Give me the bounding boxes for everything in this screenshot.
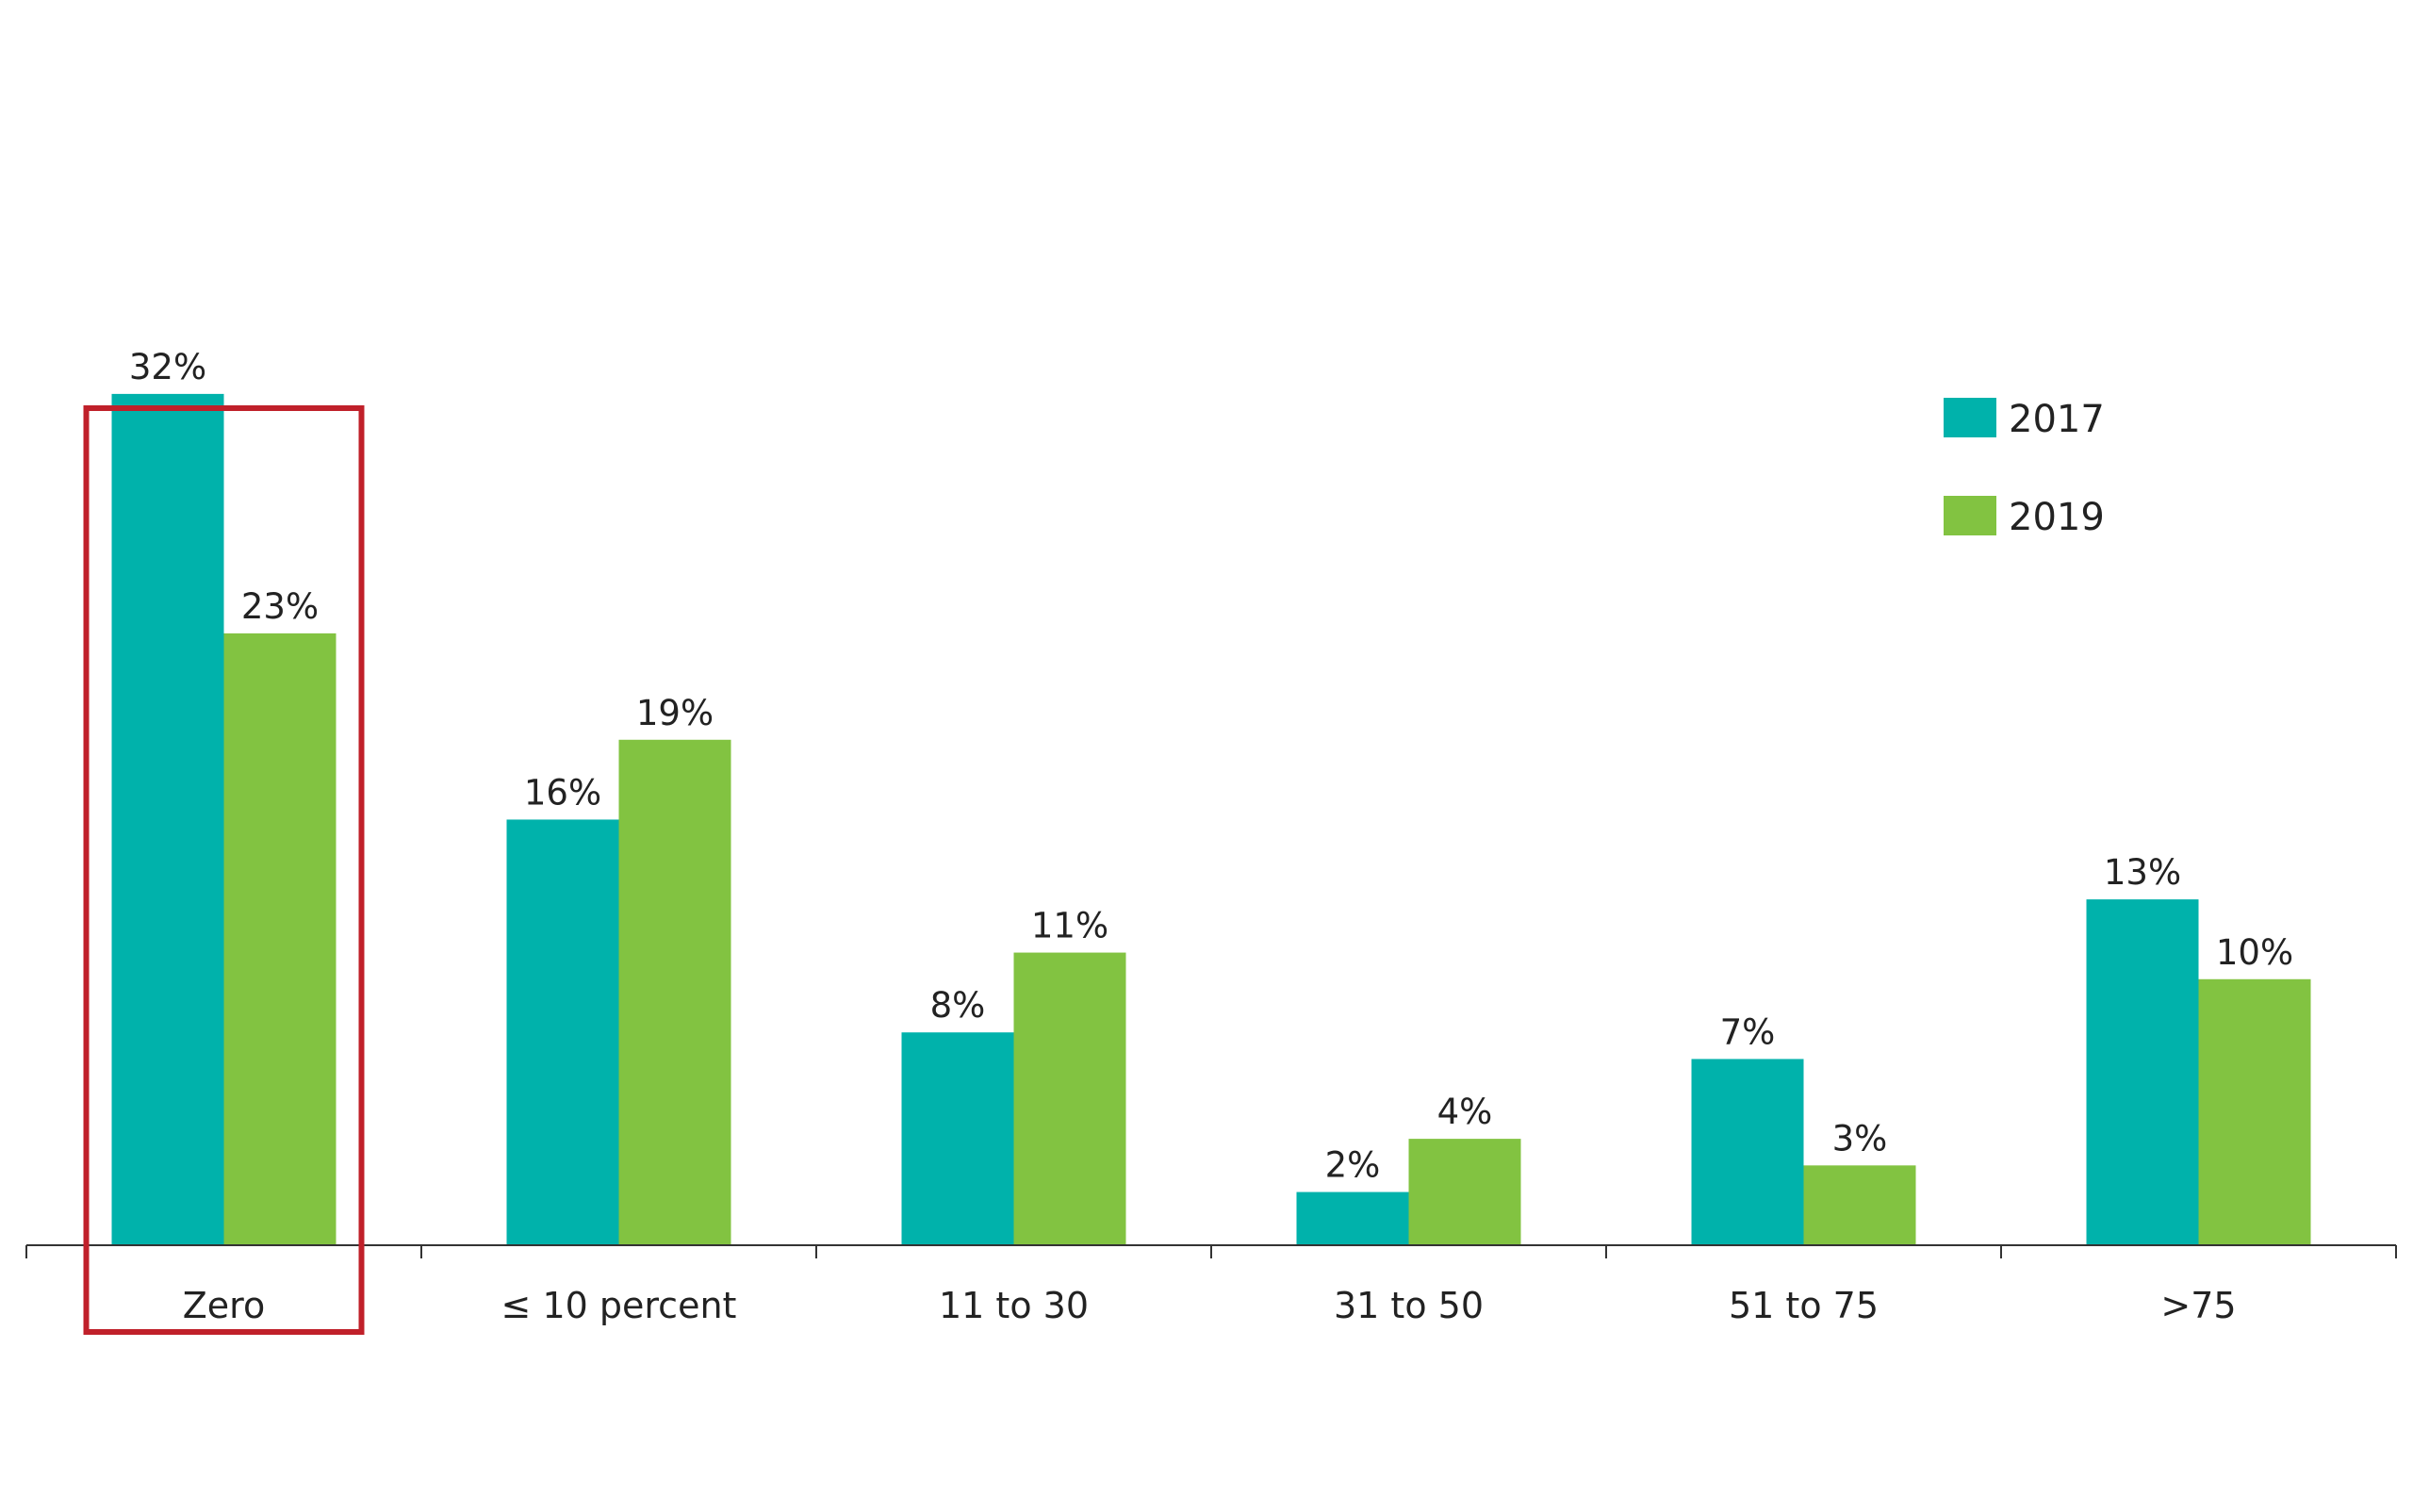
- bar-2017-2: [901, 1032, 1014, 1245]
- data-label-2019-2: 11%: [1031, 906, 1108, 946]
- highlight-layer: [83, 405, 365, 1335]
- bar-2019-5: [2198, 978, 2311, 1245]
- bar-2019-1: [618, 739, 731, 1245]
- data-label-2017-4: 7%: [1720, 1011, 1776, 1052]
- data-label-2017-2: 8%: [930, 985, 986, 1026]
- bar-2019-3: [1408, 1139, 1521, 1245]
- bar-2017-5: [2086, 899, 2199, 1245]
- legend: 2017 2019: [1944, 398, 2105, 539]
- bar-2017-3: [1296, 1192, 1409, 1245]
- legend-label-2017: 2017: [2009, 398, 2105, 441]
- data-label-2019-4: 3%: [1832, 1118, 1888, 1159]
- data-label-2019-5: 10%: [2216, 932, 2293, 973]
- data-label-2017-5: 13%: [2104, 852, 2181, 893]
- highlight-box: [83, 405, 365, 1335]
- x-tick-label-0: Zero: [183, 1285, 265, 1326]
- legend-swatch-2017: [1944, 398, 1996, 437]
- data-label-2019-0: 23%: [241, 586, 319, 627]
- x-tick-label-3: 31 to 50: [1334, 1285, 1484, 1326]
- bar-2019-0: [223, 633, 337, 1245]
- legend-label-2019: 2019: [2009, 496, 2105, 539]
- bar-2017-4: [1691, 1059, 1804, 1245]
- data-label-2019-1: 19%: [636, 693, 714, 733]
- data-labels-layer: 32% 23% 16% 19% 8% 11% 2% 4% 7% 3% 13% 10%: [129, 347, 2293, 1186]
- legend-swatch-2019: [1944, 496, 1996, 535]
- bar-2017-1: [506, 819, 619, 1245]
- bar-2019-4: [1803, 1165, 1916, 1245]
- x-tick-label-2: 11 to 30: [939, 1285, 1089, 1326]
- bars-layer: [111, 393, 2311, 1245]
- x-tick-label-5: >75: [2160, 1285, 2236, 1326]
- data-label-2017-3: 2%: [1325, 1145, 1381, 1186]
- x-tick-label-1: ≤ 10 percent: [501, 1285, 737, 1326]
- data-label-2017-0: 32%: [129, 347, 206, 387]
- data-label-2019-3: 4%: [1437, 1092, 1493, 1132]
- x-axis: Zero ≤ 10 percent 11 to 30 31 to 50 51 to 75…: [25, 1244, 2397, 1326]
- bar-2017-0: [111, 393, 224, 1245]
- data-label-2017-1: 16%: [524, 772, 601, 813]
- bar-2019-2: [1013, 952, 1126, 1245]
- x-tick-label-4: 51 to 75: [1729, 1285, 1879, 1326]
